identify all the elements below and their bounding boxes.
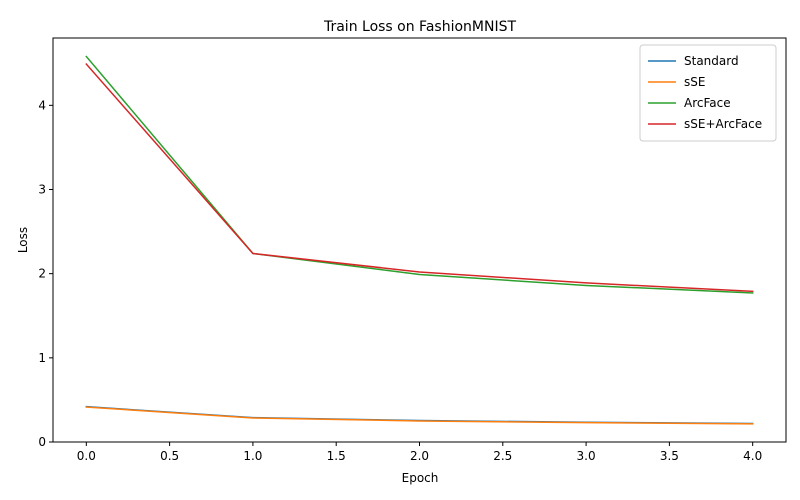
y-tick-label: 4 <box>38 98 46 112</box>
chart-title: Train Loss on FashionMNIST <box>323 19 516 35</box>
x-tick-label: 1.5 <box>327 449 346 463</box>
series-line-arcface <box>85 55 754 294</box>
x-tick-label: 4.0 <box>743 449 762 463</box>
legend-label: ArcFace <box>684 96 731 110</box>
y-tick-label: 0 <box>38 435 46 449</box>
x-axis-ticks: 0.0 0.5 1.0 1.5 2.0 2.5 3.0 3.5 4.0 <box>77 442 762 463</box>
y-axis-ticks: 0 1 2 3 4 <box>38 98 53 449</box>
series-line-sse <box>85 406 754 425</box>
x-tick-label: 3.0 <box>577 449 596 463</box>
y-tick-label: 3 <box>38 183 46 197</box>
x-tick-label: 0.5 <box>160 449 179 463</box>
legend-label: sSE+ArcFace <box>684 117 762 131</box>
x-tick-label: 0.0 <box>77 449 96 463</box>
x-tick-label: 2.0 <box>410 449 429 463</box>
legend-label: Standard <box>684 54 739 68</box>
x-tick-label: 3.5 <box>660 449 679 463</box>
legend-box <box>639 44 777 142</box>
series-line-sse-arcface <box>85 63 754 293</box>
legend: Standard sSE ArcFace sSE+ArcFace <box>639 44 777 142</box>
y-tick-label: 1 <box>38 351 46 365</box>
x-axis-title: Epoch <box>402 471 439 485</box>
plot-series <box>85 55 754 425</box>
legend-label: sSE <box>684 75 705 89</box>
y-axis-title: Loss <box>16 227 30 253</box>
x-tick-label: 1.0 <box>243 449 262 463</box>
y-tick-label: 2 <box>38 267 46 281</box>
x-tick-label: 2.5 <box>493 449 512 463</box>
